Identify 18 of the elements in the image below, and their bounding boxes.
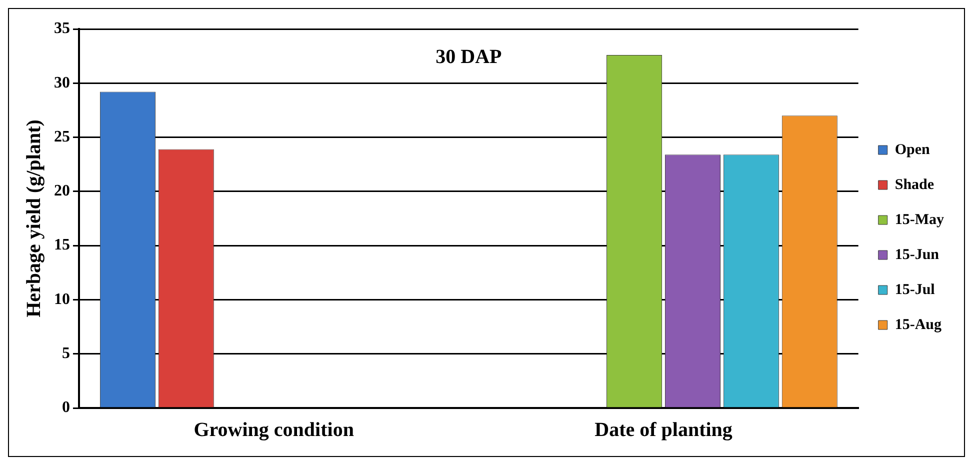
x-tick-label: Growing condition — [194, 419, 354, 442]
x-tick-label: Date of planting — [594, 419, 732, 442]
legend-label: Shade — [894, 176, 934, 193]
text: 30 DAP — [436, 46, 502, 68]
y-axis-title: Herbage yield (g/plant) — [23, 120, 46, 318]
y-tick-label: 30 — [54, 74, 70, 92]
y-tick-label: 15 — [54, 236, 70, 254]
y-tick-label: 25 — [54, 128, 70, 146]
legend-label: 15-Jul — [894, 282, 935, 298]
y-tick-label: 0 — [62, 399, 70, 416]
legend-label: 15-Jun — [894, 246, 940, 263]
legend-label: 15-May — [894, 212, 944, 228]
y-tick-label: 10 — [54, 290, 70, 308]
y-tick-label: 20 — [54, 182, 70, 200]
legend-label: 15-Aug — [894, 316, 942, 333]
y-tick-label: 35 — [54, 20, 70, 38]
y-tick-label: 5 — [62, 345, 70, 362]
legend-label: Open — [894, 142, 931, 158]
